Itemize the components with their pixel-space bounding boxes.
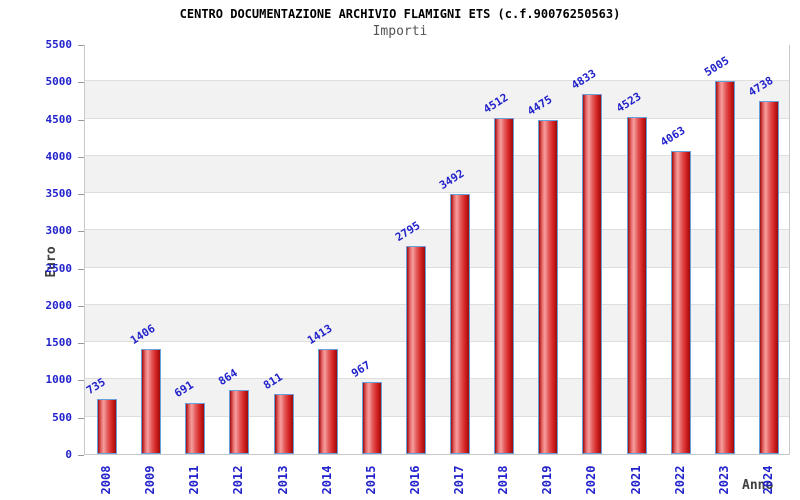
plot-band: [85, 44, 789, 82]
x-tick-label: 2022: [672, 465, 687, 495]
y-tick-label: 4000: [45, 149, 73, 163]
x-tick-label: 2009: [143, 465, 158, 495]
x-tick-label: 2023: [716, 465, 731, 495]
bar-2022: [670, 151, 691, 454]
y-tick-mark: [78, 82, 84, 84]
y-tick-label: 5500: [45, 38, 73, 51]
gridline: [85, 80, 789, 82]
gridline: [85, 266, 789, 268]
gridline: [85, 192, 789, 194]
bar-2021: [626, 116, 647, 454]
bar-2013: [273, 393, 294, 454]
y-tick-mark: [78, 45, 84, 46]
y-tick-mark: [78, 231, 84, 233]
x-tick-label: 2011: [187, 465, 202, 495]
y-tick-mark: [78, 343, 84, 345]
y-tick-label: 3000: [45, 224, 73, 238]
y-tick-label: 2500: [45, 261, 73, 275]
x-tick-label: 2024: [760, 465, 775, 495]
y-tick-label: 1000: [45, 373, 73, 387]
plot-band: [85, 118, 789, 156]
y-tick-mark: [78, 380, 84, 382]
x-tick-label: 2017: [452, 465, 467, 495]
gridline: [85, 341, 789, 343]
y-tick-label: 0: [65, 448, 72, 461]
x-tick-label: 2016: [407, 465, 422, 495]
y-tick-mark: [78, 455, 84, 456]
bar-2017: [450, 193, 471, 454]
bar-2011: [185, 402, 206, 454]
y-tick-mark: [78, 156, 84, 158]
gridline: [85, 378, 789, 380]
bar-2015: [361, 381, 382, 454]
x-tick-label: 2008: [99, 465, 114, 495]
plot-area: 735 1406 691 864 811 1413 967 2795 3492 4512 4475 4…: [84, 44, 790, 455]
chart-subtitle: Importi: [372, 24, 428, 39]
x-tick-label: 2018: [496, 465, 511, 495]
y-tick-label: 2000: [45, 298, 73, 312]
bar-2018: [494, 117, 515, 454]
y-tick-label: 1500: [45, 336, 73, 350]
y-tick-mark: [78, 417, 84, 419]
x-tick-label: 2014: [319, 465, 334, 495]
bar-2012: [229, 389, 250, 454]
x-tick-label: 2013: [275, 465, 290, 495]
chart-title: CENTRO DOCUMENTAZIONE ARCHIVIO FLAMIGNI …: [179, 7, 621, 21]
gridline: [85, 117, 789, 119]
x-tick-label: 2021: [628, 465, 643, 495]
y-tick-label: 500: [52, 410, 72, 424]
y-tick-mark: [78, 305, 84, 307]
bar-2024: [758, 100, 779, 454]
gridline: [85, 415, 789, 417]
gridline: [85, 229, 789, 231]
gridline: [85, 154, 789, 156]
bar-2020: [582, 93, 603, 454]
bar-2009: [141, 349, 162, 454]
y-tick-label: 4500: [45, 112, 73, 126]
bar-2008: [97, 399, 118, 454]
bar-2023: [714, 80, 735, 454]
x-tick-label: 2020: [584, 465, 599, 495]
x-tick-label: 2012: [231, 465, 246, 495]
plot-band: [85, 81, 789, 119]
y-tick-mark: [78, 119, 84, 121]
x-tick-label: 2015: [363, 465, 378, 495]
x-tick-label: 2019: [540, 465, 555, 495]
gridline: [85, 303, 789, 305]
bar-2016: [405, 245, 426, 454]
y-tick-mark: [78, 268, 84, 270]
y-tick-mark: [78, 194, 84, 196]
y-tick-label: 5000: [45, 75, 73, 89]
bar-2019: [538, 120, 559, 454]
y-tick-label: 3500: [45, 187, 73, 201]
bar-2014: [317, 348, 338, 454]
x-axis-title: Anno: [742, 478, 774, 493]
